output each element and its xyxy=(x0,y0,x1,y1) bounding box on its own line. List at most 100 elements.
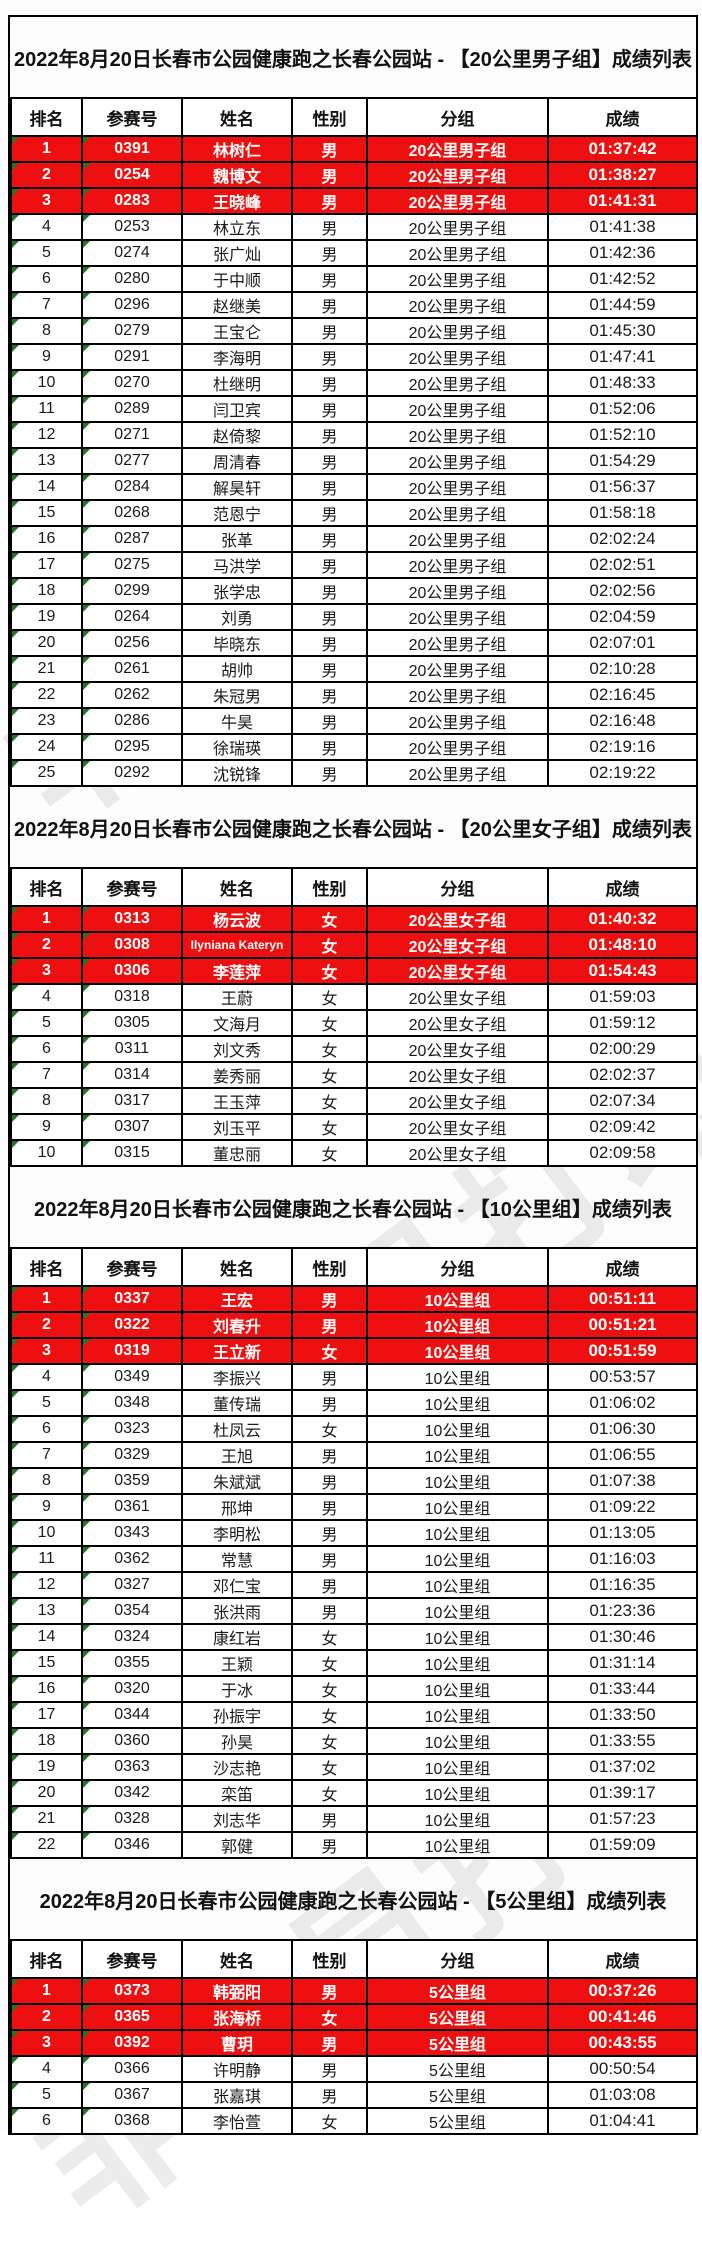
column-header: 姓名 xyxy=(181,97,293,137)
column-header: 性别 xyxy=(291,97,368,137)
bib-number-cell: 0354 xyxy=(81,1597,183,1625)
time-cell: 01:33:55 xyxy=(547,1727,698,1755)
gender-cell: 女 xyxy=(291,2003,368,2031)
time-cell: 02:02:56 xyxy=(547,577,698,605)
table-row: 11 0362 常慧男 10公里组 01:16:03 xyxy=(10,1545,698,1573)
column-header: 姓名 xyxy=(181,867,293,907)
group-cell: 20公里男子组 xyxy=(366,707,549,735)
gender-cell: 男 xyxy=(291,707,368,735)
bib-number-cell: 0275 xyxy=(81,551,183,579)
bib-number-cell: 0361 xyxy=(81,1493,183,1521)
bib-number-cell: 0366 xyxy=(81,2055,183,2083)
time-cell: 01:33:44 xyxy=(547,1675,698,1703)
table-row: 10 0343 李明松男 10公里组 01:13:05 xyxy=(10,1519,698,1547)
table-row: 2 0322 刘春升男 10公里组 00:51:21 xyxy=(10,1311,698,1339)
rank-cell: 10 xyxy=(10,1519,83,1547)
column-header: 成绩 xyxy=(547,1247,698,1287)
group-cell: 10公里组 xyxy=(366,1597,549,1625)
table-row: 8 0359 朱斌斌男 10公里组 01:07:38 xyxy=(10,1467,698,1495)
name-cell: 李明松 xyxy=(181,1519,293,1547)
group-cell: 10公里组 xyxy=(366,1623,549,1651)
section-title: 2022年8月20日长春市公园健康跑之长春公园站 - 【20公里男子组】成绩列表 xyxy=(14,48,692,71)
bib-number-cell: 0280 xyxy=(81,265,183,293)
group-cell: 20公里女子组 xyxy=(366,1009,549,1037)
group-cell: 10公里组 xyxy=(366,1337,549,1365)
rank-cell: 8 xyxy=(10,317,83,345)
name-cell: 孙昊 xyxy=(181,1727,293,1755)
name-cell: 解昊轩 xyxy=(181,473,293,501)
name-cell: 杜继明 xyxy=(181,369,293,397)
table-row: 16 0320 于冰女 10公里组 01:33:44 xyxy=(10,1675,698,1703)
time-cell: 02:09:58 xyxy=(547,1139,698,1167)
name-cell: 杜凤云 xyxy=(181,1415,293,1443)
time-cell: 01:16:35 xyxy=(547,1571,698,1599)
table-row: 14 0324 康红岩女 10公里组 01:30:46 xyxy=(10,1623,698,1651)
time-cell: 01:41:31 xyxy=(547,187,698,215)
rank-cell: 20 xyxy=(10,629,83,657)
rank-cell: 6 xyxy=(10,1035,83,1063)
results-table: 排名 参赛号 姓名 性别 分组 成绩 1 0391 林树仁男 20公里男子组 01:37:42 2 02… xyxy=(10,97,698,787)
bib-number-cell: 0367 xyxy=(81,2081,183,2109)
time-cell: 02:10:28 xyxy=(547,655,698,683)
rank-cell: 19 xyxy=(10,1753,83,1781)
group-cell: 10公里组 xyxy=(366,1311,549,1339)
name-cell: 康红岩 xyxy=(181,1623,293,1651)
column-header: 姓名 xyxy=(181,1939,293,1979)
rank-cell: 24 xyxy=(10,733,83,761)
table-row: 24 0295 徐瑞瑛男 20公里男子组 02:19:16 xyxy=(10,733,698,761)
time-cell: 01:39:17 xyxy=(547,1779,698,1807)
gender-cell: 女 xyxy=(291,1337,368,1365)
rank-cell: 10 xyxy=(10,369,83,397)
gender-cell: 男 xyxy=(291,759,368,787)
results-table: 排名 参赛号 姓名 性别 分组 成绩 1 0337 王宏男 10公里组 00:51:11 2 0322 刘… xyxy=(10,1247,698,1859)
time-cell: 01:37:02 xyxy=(547,1753,698,1781)
table-row: 7 0314 姜秀丽女 20公里女子组 02:02:37 xyxy=(10,1061,698,1089)
rank-cell: 1 xyxy=(10,1977,83,2005)
name-cell: 朱冠男 xyxy=(181,681,293,709)
gender-cell: 男 xyxy=(291,187,368,215)
name-cell: 王蔚 xyxy=(181,983,293,1011)
rank-cell: 17 xyxy=(10,1701,83,1729)
gender-cell: 女 xyxy=(291,983,368,1011)
table-row: 9 0307 刘玉平女 20公里女子组 02:09:42 xyxy=(10,1113,698,1141)
rank-cell: 1 xyxy=(10,135,83,163)
group-cell: 20公里女子组 xyxy=(366,983,549,1011)
group-cell: 10公里组 xyxy=(366,1571,549,1599)
bib-number-cell: 0328 xyxy=(81,1805,183,1833)
table-row: 6 0311 刘文秀女 20公里女子组 02:00:29 xyxy=(10,1035,698,1063)
rank-cell: 5 xyxy=(10,2081,83,2109)
gender-cell: 男 xyxy=(291,1597,368,1625)
name-cell: 王晓峰 xyxy=(181,187,293,215)
name-cell: 毕晓东 xyxy=(181,629,293,657)
time-cell: 01:59:12 xyxy=(547,1009,698,1037)
name-cell: 李莲萍 xyxy=(181,957,293,985)
table-row: 19 0264 刘勇男 20公里男子组 02:04:59 xyxy=(10,603,698,631)
rank-cell: 4 xyxy=(10,213,83,241)
rank-cell: 25 xyxy=(10,759,83,787)
rank-cell: 4 xyxy=(10,983,83,1011)
column-header: 排名 xyxy=(10,867,83,907)
time-cell: 02:04:59 xyxy=(547,603,698,631)
bib-number-cell: 0327 xyxy=(81,1571,183,1599)
bib-number-cell: 0391 xyxy=(81,135,183,163)
group-cell: 20公里男子组 xyxy=(366,161,549,189)
column-header: 成绩 xyxy=(547,867,698,907)
gender-cell: 男 xyxy=(291,655,368,683)
bib-number-cell: 0254 xyxy=(81,161,183,189)
time-cell: 01:06:55 xyxy=(547,1441,698,1469)
column-header: 排名 xyxy=(10,97,83,137)
table-row: 21 0328 刘志华男 10公里组 01:57:23 xyxy=(10,1805,698,1833)
table-row: 6 0368 李怡萱女 5公里组 01:04:41 xyxy=(10,2107,698,2135)
time-cell: 01:52:06 xyxy=(547,395,698,423)
bib-number-cell: 0314 xyxy=(81,1061,183,1089)
bib-number-cell: 0283 xyxy=(81,187,183,215)
time-cell: 01:06:30 xyxy=(547,1415,698,1443)
header-row: 排名 参赛号 姓名 性别 分组 成绩 xyxy=(10,867,698,907)
gender-cell: 男 xyxy=(291,603,368,631)
bib-number-cell: 0286 xyxy=(81,707,183,735)
bib-number-cell: 0324 xyxy=(81,1623,183,1651)
results-sheet: 2022年8月20日长春市公园健康跑之长春公园站 - 【20公里男子组】成绩列表… xyxy=(8,15,698,2135)
table-row: 21 0261 胡帅男 20公里男子组 02:10:28 xyxy=(10,655,698,683)
name-cell: 姜秀丽 xyxy=(181,1061,293,1089)
rank-cell: 3 xyxy=(10,187,83,215)
